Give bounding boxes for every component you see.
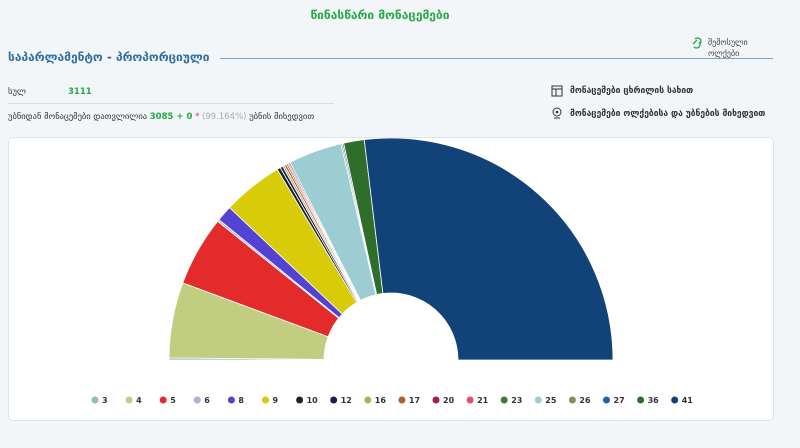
link-icon (692, 37, 702, 49)
legend-label[interactable]: 16 (375, 396, 387, 405)
legend-swatch[interactable] (603, 396, 610, 404)
legend-swatch[interactable] (227, 396, 235, 404)
total-label: სულ (8, 87, 26, 97)
legend-swatch[interactable] (262, 396, 269, 404)
legend-label[interactable]: 10 (307, 396, 319, 405)
legend-label[interactable]: 17 (409, 396, 420, 405)
legend-label[interactable]: 26 (579, 396, 591, 405)
legend-swatch[interactable] (330, 396, 338, 404)
counted-suffix: უბნის მიხედვით (249, 112, 315, 122)
legend-swatch[interactable] (125, 396, 133, 404)
legend-swatch[interactable] (91, 396, 99, 404)
legend-label[interactable]: 5 (170, 396, 176, 405)
pin-icon (552, 107, 562, 119)
counted-text: უბნიდან მონაცემები დათვლილია 3085 + 0 * … (8, 112, 314, 122)
donut-segment[interactable] (363, 137, 614, 361)
legend-swatch[interactable] (364, 396, 372, 404)
section-title: საპარლამენტო - პროპორციული (8, 50, 210, 64)
legend-label[interactable]: 23 (511, 396, 522, 405)
table-link[interactable]: მონაცემები ცხრილის სახით (570, 86, 694, 96)
table-icon (551, 85, 563, 97)
legend-swatch[interactable] (466, 396, 474, 404)
legend-label[interactable]: 27 (614, 396, 625, 405)
legend-label[interactable]: 41 (682, 396, 694, 405)
legend-swatch[interactable] (568, 396, 576, 404)
legend-label[interactable]: 12 (341, 396, 352, 405)
side-link[interactable]: შემოსული ოლქები (708, 38, 748, 58)
legend-label[interactable]: 8 (238, 396, 244, 405)
legend-swatch[interactable] (637, 396, 645, 404)
district-link[interactable]: მონაცემები ოლქებისა და უბნების მიხედვით (570, 109, 766, 119)
legend-swatch[interactable] (534, 396, 542, 404)
legend-swatch[interactable] (398, 396, 406, 404)
legend-label[interactable]: 25 (545, 396, 557, 405)
page-title: წინასწარი მონაცემები (310, 8, 450, 22)
legend-label[interactable]: 3 (102, 396, 108, 405)
legend-swatch[interactable] (432, 396, 440, 404)
legend-swatch[interactable] (671, 396, 679, 404)
divider (8, 103, 334, 104)
legend-swatch[interactable] (500, 396, 508, 404)
divider (220, 58, 773, 59)
legend-swatch[interactable] (296, 396, 304, 404)
counted-value: 3085 + 0 (149, 112, 193, 122)
legend-label[interactable]: 6 (204, 396, 210, 405)
legend-swatch[interactable] (193, 396, 201, 404)
legend-label[interactable]: 20 (443, 396, 455, 405)
legend-label[interactable]: 9 (273, 396, 279, 405)
legend-swatch[interactable] (159, 396, 167, 404)
legend-label[interactable]: 4 (136, 396, 142, 405)
legend-label[interactable]: 21 (477, 396, 489, 405)
percent: (99.164%) (202, 112, 247, 122)
legend-label[interactable]: 36 (648, 396, 660, 405)
counted-prefix: უბნიდან მონაცემები დათვლილია (8, 112, 148, 122)
asterisk: * (195, 112, 200, 122)
total-value: 3111 (68, 87, 92, 97)
